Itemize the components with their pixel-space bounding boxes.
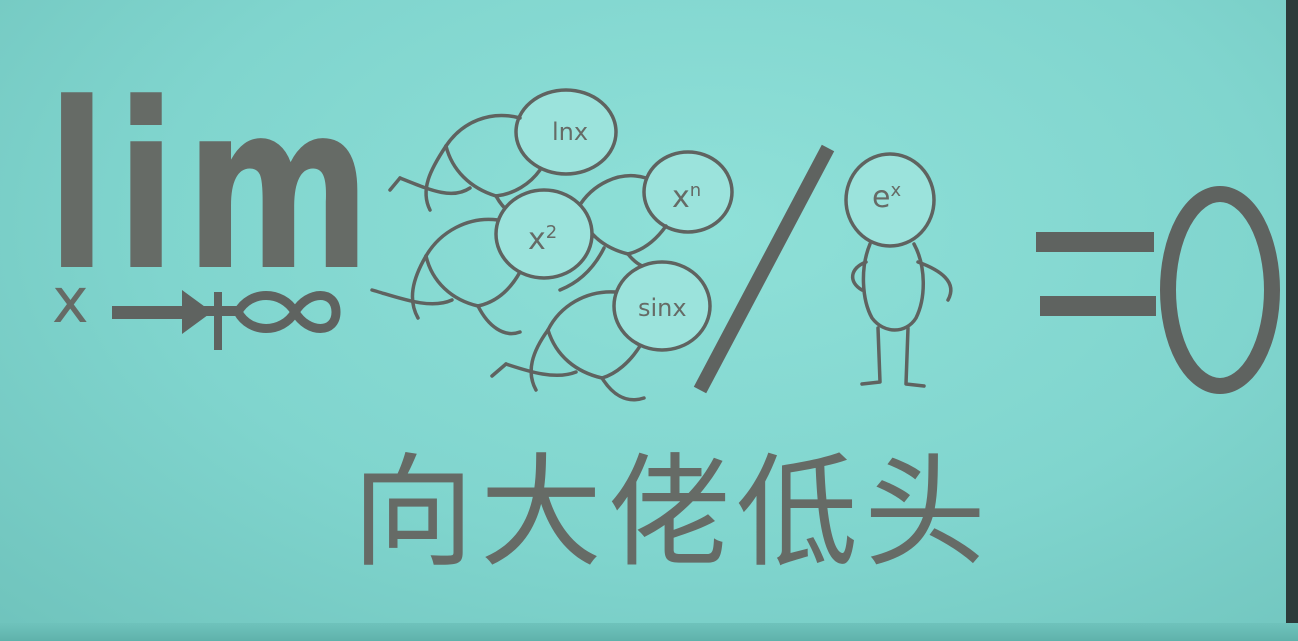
lim-operator: lim xyxy=(46,55,380,322)
ex-standing-figure xyxy=(844,152,953,388)
caption-text: 向大佬低头 xyxy=(352,442,992,584)
limit-variable: x xyxy=(52,264,89,337)
arrow-to-infinity-icon xyxy=(112,290,341,350)
equals-zero-result xyxy=(1036,186,1280,394)
ex-label: ex xyxy=(872,180,902,215)
screen-bottom-edge xyxy=(0,623,1298,641)
x2-label: x2 xyxy=(528,222,558,257)
runner-figures-group xyxy=(370,88,734,402)
xn-label: xn xyxy=(672,180,702,215)
screen-edge xyxy=(1286,0,1298,641)
sinx-label: sinx xyxy=(638,294,687,322)
lnx-label: lnx xyxy=(552,118,589,146)
division-slash xyxy=(693,144,835,394)
